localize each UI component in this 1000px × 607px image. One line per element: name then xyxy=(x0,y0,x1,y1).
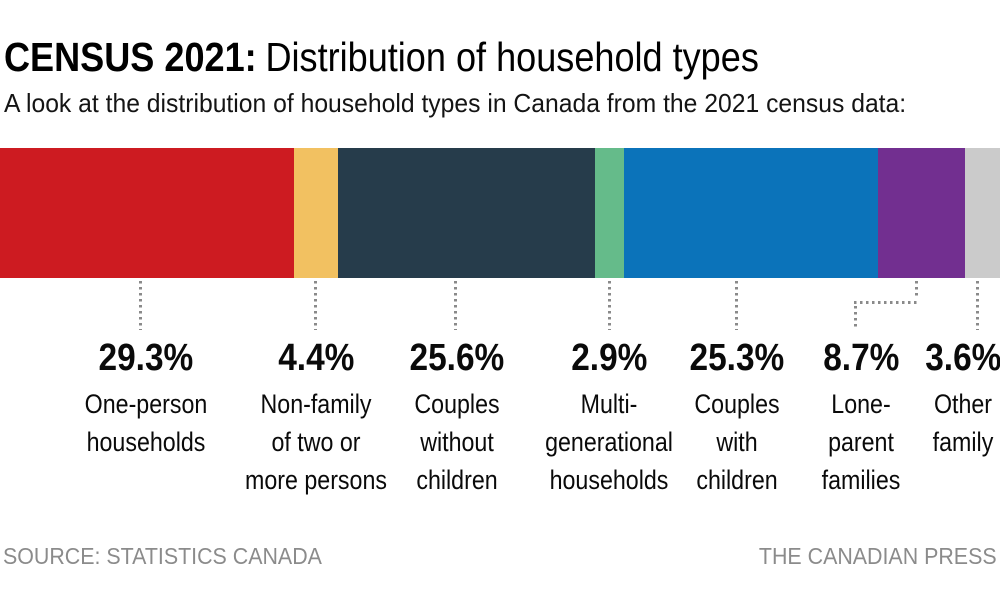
connector-dotted-line xyxy=(915,281,918,298)
bar-segment-4 xyxy=(594,148,624,278)
percent-label: 25.3% xyxy=(647,337,827,379)
title-kicker: CENSUS 2021: xyxy=(4,34,257,80)
title-text: Distribution of household types xyxy=(265,34,759,80)
category-label: Couples without children xyxy=(380,385,535,499)
connector-dotted-line xyxy=(608,281,611,330)
percent-value: 25.3% xyxy=(689,337,785,379)
connector-dotted-line xyxy=(854,306,857,330)
category-label-line: with xyxy=(716,427,758,457)
category-label-line: Couples xyxy=(694,389,780,419)
segment-label-5: 25.3% Couples with children xyxy=(647,337,827,499)
segment-label-6: 8.7% Lone-parent families xyxy=(771,337,951,499)
connector-dotted-line xyxy=(854,301,917,304)
percent-value: 4.4% xyxy=(277,337,355,379)
percent-value: 2.9% xyxy=(570,337,648,379)
category-label-line: of two or xyxy=(271,427,361,457)
segment-label-4: 2.9% Multi-generational households xyxy=(519,337,699,499)
page-title: CENSUS 2021: Distribution of household ty… xyxy=(4,34,759,80)
percent-label: 3.6% xyxy=(873,337,1000,379)
bar-segment-2 xyxy=(293,148,338,278)
source-credit: SOURCE: STATISTICS CANADA xyxy=(3,543,322,569)
percent-label: 4.4% xyxy=(226,337,406,379)
connector-dotted-line xyxy=(454,281,457,330)
category-label-line: Non-family xyxy=(260,389,372,419)
bar-segment-7 xyxy=(964,148,1000,278)
category-label-line: families xyxy=(821,465,901,495)
percent-value: 3.6% xyxy=(924,337,1000,379)
category-label: Multi-generational households xyxy=(532,385,687,499)
category-label: One-person households xyxy=(69,385,224,461)
segment-label-2: 4.4% Non-family of two or more persons xyxy=(226,337,406,499)
bar-segment-6 xyxy=(877,148,965,278)
bar-segment-1 xyxy=(0,148,294,278)
category-label-line: Other xyxy=(933,389,993,419)
category-label-line: generational xyxy=(545,427,673,457)
connector-dotted-line xyxy=(976,281,979,330)
category-label-line: households xyxy=(86,427,206,457)
segment-label-7: 3.6% Other family xyxy=(873,337,1000,461)
category-label-line: households xyxy=(549,465,669,495)
connector-dotted-line xyxy=(735,281,738,330)
category-label-line: children xyxy=(696,465,778,495)
category-label-line: Lone- xyxy=(831,389,891,419)
connector-dotted-line xyxy=(139,281,142,330)
category-label: Couples with children xyxy=(660,385,815,499)
bar-segment-3 xyxy=(338,148,595,278)
segment-label-1: 29.3% One-person households xyxy=(56,337,236,461)
percent-value: 8.7% xyxy=(822,337,900,379)
category-label-line: family xyxy=(932,427,994,457)
category-label: Non-family of two or more persons xyxy=(239,385,394,499)
publisher-credit: THE CANADIAN PRESS xyxy=(759,543,997,569)
stacked-bar xyxy=(0,148,1000,278)
percent-label: 25.6% xyxy=(367,337,547,379)
percent-label: 29.3% xyxy=(56,337,236,379)
category-label-line: children xyxy=(416,465,498,495)
percent-label: 8.7% xyxy=(771,337,951,379)
bar-segment-5 xyxy=(623,148,878,278)
percent-value: 29.3% xyxy=(98,337,194,379)
subtitle: A look at the distribution of household … xyxy=(4,88,907,118)
category-label-line: without xyxy=(420,427,494,457)
category-label: Lone-parent families xyxy=(784,385,939,499)
category-label-line: parent xyxy=(828,427,894,457)
percent-label: 2.9% xyxy=(519,337,699,379)
category-label: Other family xyxy=(886,385,1000,461)
segment-label-3: 25.6% Couples without children xyxy=(367,337,547,499)
category-label-line: One-person xyxy=(84,389,208,419)
connector-dotted-line xyxy=(314,281,317,330)
percent-value: 25.6% xyxy=(409,337,505,379)
category-label-line: Multi- xyxy=(580,389,638,419)
category-label-line: Couples xyxy=(414,389,500,419)
category-label-line: more persons xyxy=(245,465,387,495)
